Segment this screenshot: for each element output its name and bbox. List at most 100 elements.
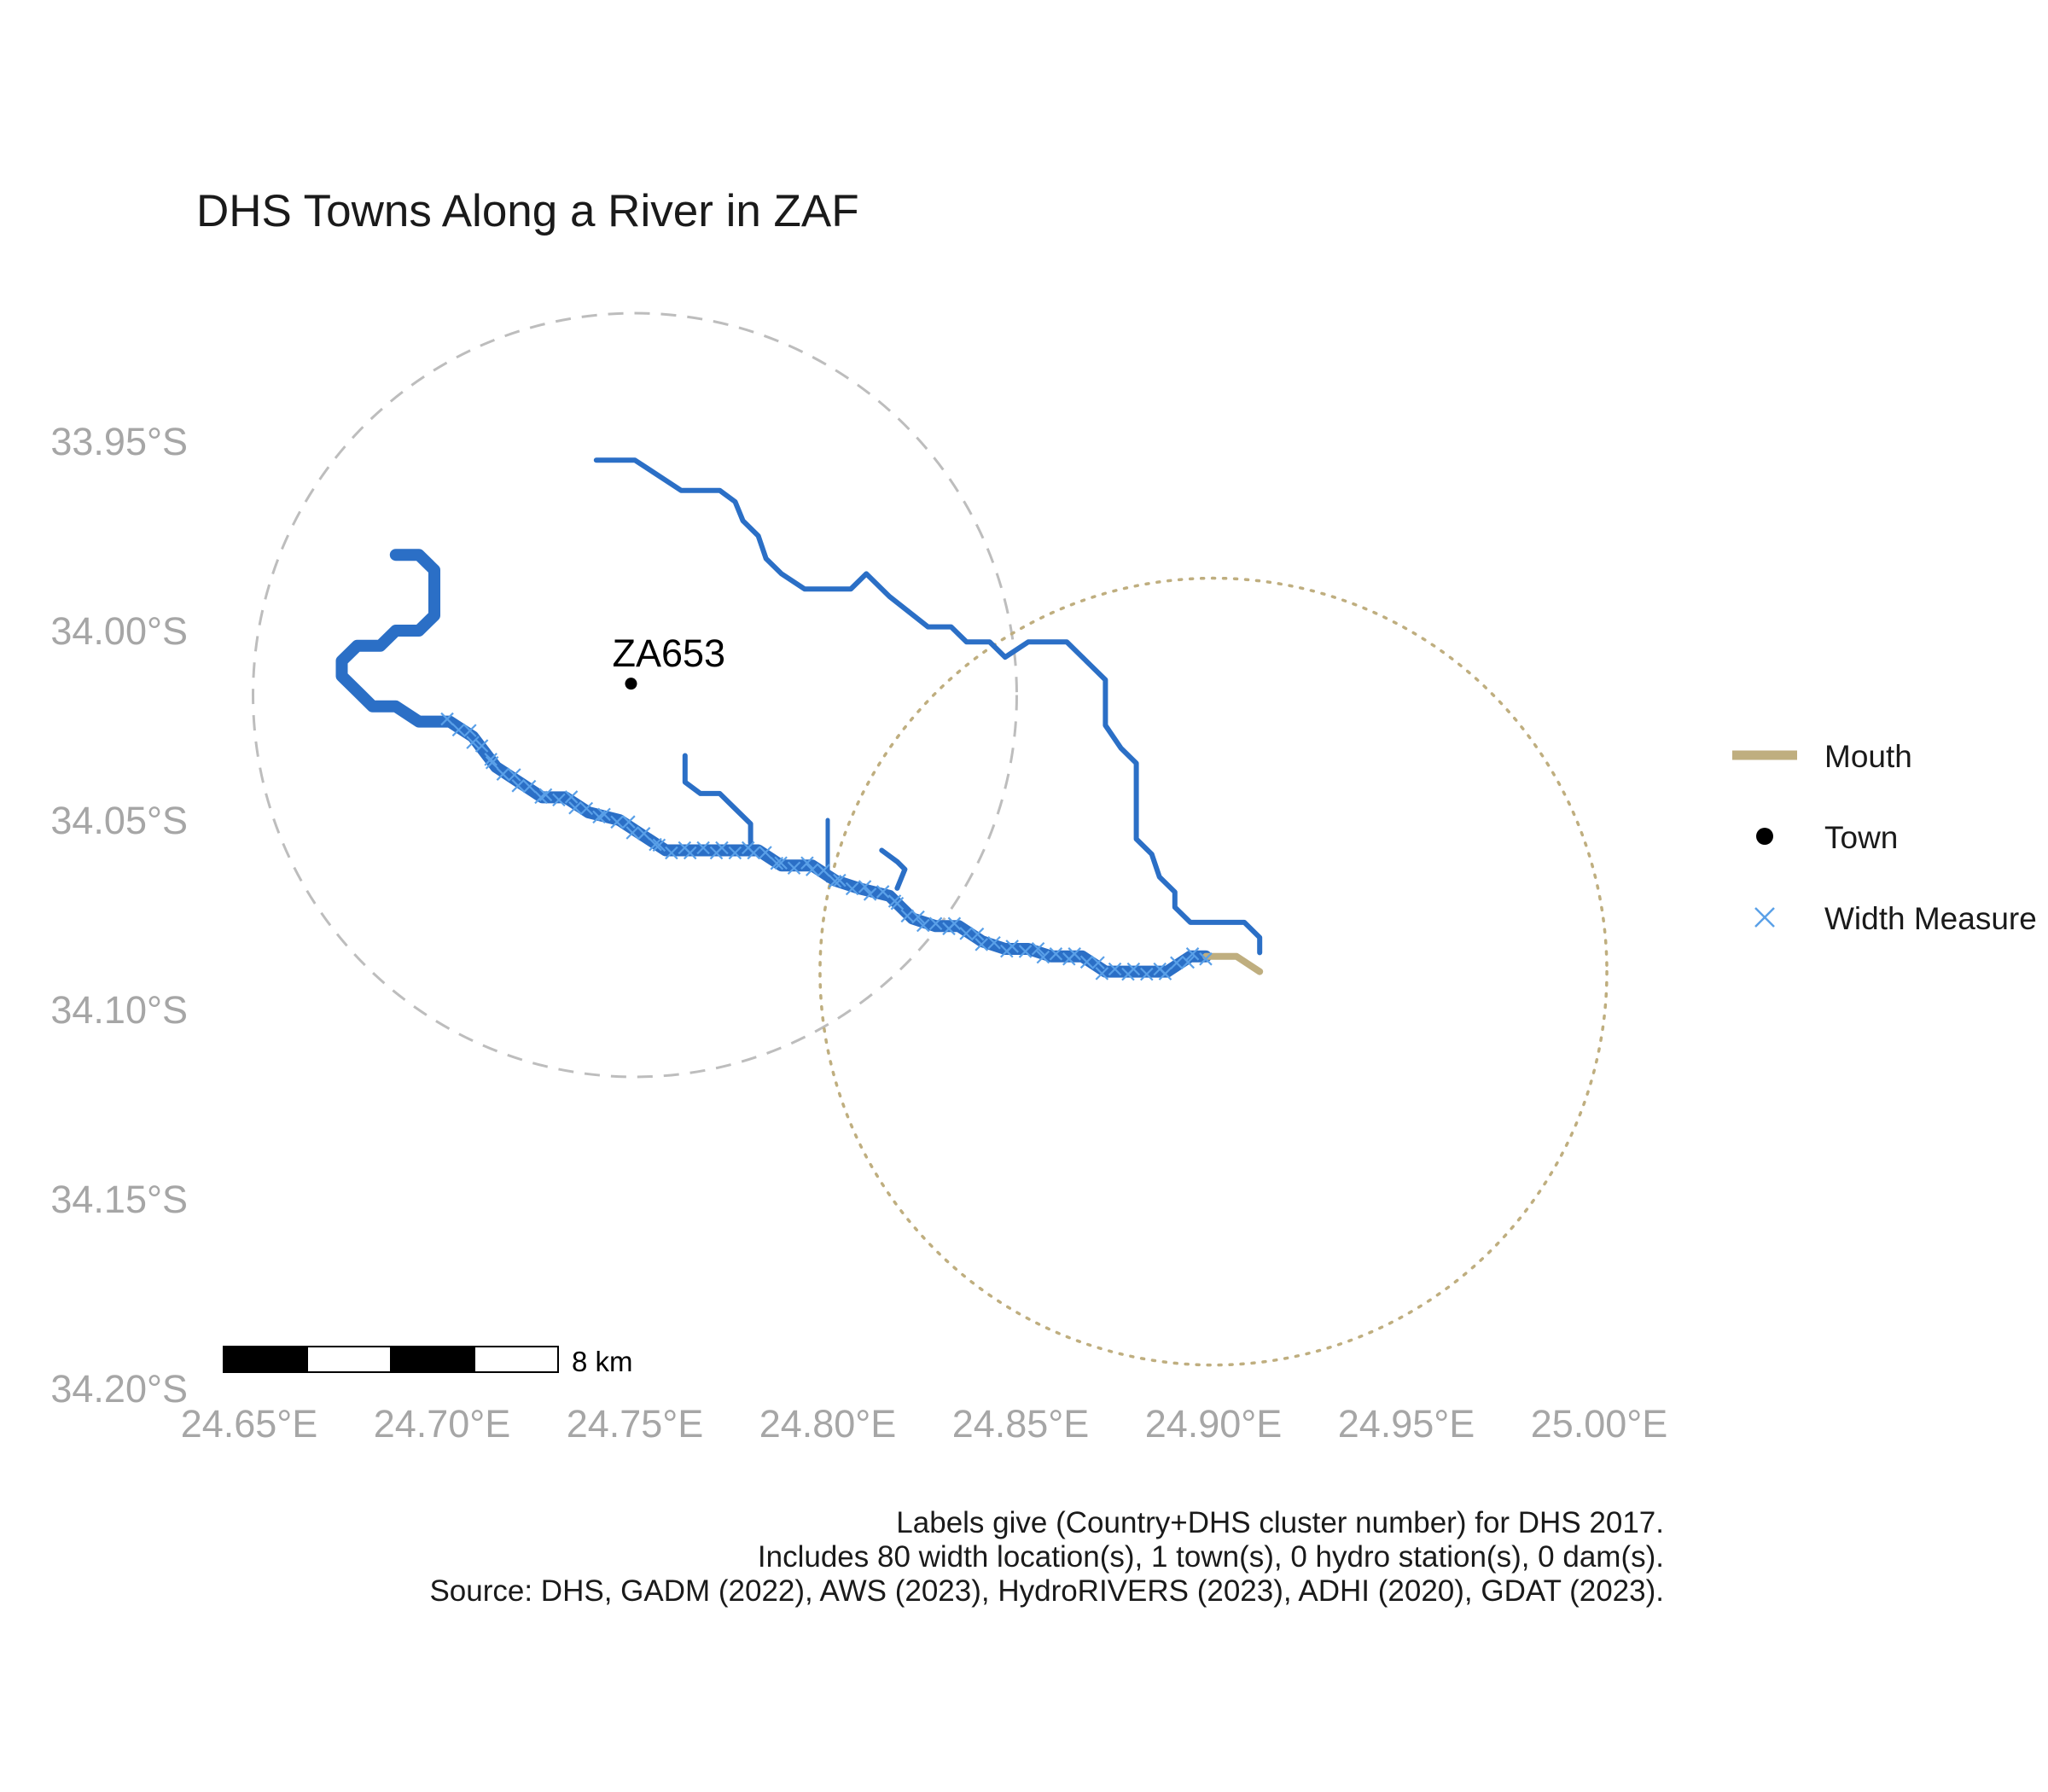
y-tick-label: 34.20°S bbox=[50, 1367, 188, 1411]
width-measure-marker bbox=[728, 846, 742, 860]
width-measure-marker bbox=[564, 790, 579, 804]
river-north-tributary bbox=[593, 457, 1263, 956]
width-measure-marker bbox=[800, 856, 814, 870]
width-measure-marker bbox=[787, 861, 801, 876]
width-measure-marker bbox=[876, 885, 890, 899]
width-measure-marker bbox=[496, 767, 510, 781]
width-measure-marker bbox=[759, 846, 772, 859]
width-measure-marker bbox=[649, 837, 662, 852]
width-measure-marker bbox=[970, 927, 985, 941]
width-measure-marker bbox=[440, 712, 454, 726]
caption-line-3: Source: DHS, GADM (2022), AWS (2023), Hy… bbox=[429, 1574, 1664, 1608]
scale-bar-segment-4 bbox=[474, 1346, 559, 1373]
width-measure-marker bbox=[508, 768, 521, 782]
y-axis: 33.95°S 34.00°S 34.05°S 34.10°S 34.15°S 34.20… bbox=[50, 420, 188, 1411]
width-measure-marker bbox=[683, 846, 697, 860]
mouth-buffer-circle bbox=[818, 576, 1609, 1367]
x-tick-label: 24.65°E bbox=[181, 1402, 318, 1446]
scale-bar-segment-2 bbox=[306, 1346, 392, 1373]
width-measure-marker bbox=[652, 838, 666, 852]
width-measure-marker bbox=[597, 807, 611, 822]
width-measure-marker bbox=[833, 873, 847, 887]
width-measure-marker bbox=[1108, 962, 1122, 976]
legend-width-label: Width Measure bbox=[1824, 901, 2037, 936]
width-measure-marker bbox=[522, 779, 537, 794]
width-measure-marker bbox=[1079, 955, 1094, 969]
width-measure-marker bbox=[1170, 956, 1184, 970]
x-tick-label: 25.00°E bbox=[1531, 1402, 1668, 1446]
width-measure-marker bbox=[900, 909, 915, 923]
x-tick-label: 24.75°E bbox=[567, 1402, 704, 1446]
legend: Mouth Town Width Measure bbox=[1732, 739, 2037, 936]
town-label: ZA653 bbox=[612, 631, 725, 675]
width-measure-marker bbox=[828, 874, 842, 888]
width-measure-marker bbox=[1158, 967, 1172, 980]
x-tick-label: 24.80°E bbox=[759, 1402, 897, 1446]
width-measure-marker bbox=[928, 916, 943, 931]
width-measure-marker bbox=[774, 856, 788, 870]
width-measure-marker bbox=[916, 918, 930, 933]
width-measure-marker bbox=[863, 887, 877, 901]
width-measure-marker bbox=[890, 896, 905, 911]
width-measure-marker bbox=[466, 736, 480, 749]
width-measure-marker bbox=[1181, 955, 1196, 969]
width-measure-marker bbox=[806, 863, 819, 876]
scale-bar: 8 km bbox=[223, 1346, 633, 1377]
legend-mouth-label: Mouth bbox=[1824, 739, 1912, 774]
width-measure-marker bbox=[845, 881, 859, 896]
y-tick-label: 34.05°S bbox=[50, 799, 188, 842]
width-measure-marker bbox=[987, 935, 1001, 950]
y-tick-label: 34.15°S bbox=[50, 1178, 188, 1221]
river-main-stem bbox=[335, 549, 1212, 978]
width-measure-marker bbox=[552, 793, 566, 807]
x-axis: 24.65°E 24.70°E 24.75°E 24.80°E 24.85°E 24.90… bbox=[181, 1402, 1668, 1446]
width-measure-marker bbox=[1031, 941, 1045, 956]
width-measure-marker bbox=[747, 846, 760, 860]
width-measure-marker bbox=[485, 755, 499, 770]
width-measure-marker bbox=[625, 826, 640, 840]
width-measure-marker bbox=[1199, 952, 1213, 966]
y-tick-label: 34.00°S bbox=[50, 609, 188, 653]
caption-line-1: Labels give (Country+DHS cluster number)… bbox=[896, 1506, 1664, 1539]
legend-town-swatch bbox=[1756, 828, 1773, 845]
width-measure-marker bbox=[1140, 967, 1154, 981]
x-tick-label: 24.70°E bbox=[374, 1402, 511, 1446]
width-measure-marker bbox=[858, 880, 872, 893]
width-measure-marker bbox=[696, 841, 710, 855]
width-measure-marker bbox=[622, 815, 636, 829]
width-measure-marker bbox=[817, 864, 830, 877]
width-measure-marker bbox=[1095, 967, 1109, 980]
width-measure-marker bbox=[511, 779, 525, 793]
town-buffer-circle bbox=[252, 311, 1018, 1079]
width-measure-marker bbox=[1005, 940, 1019, 953]
width-measure-marker bbox=[1049, 947, 1063, 961]
width-measure-marker bbox=[463, 724, 477, 737]
river-small-tributary-c bbox=[879, 847, 908, 891]
x-tick-label: 24.90°E bbox=[1145, 1402, 1283, 1446]
legend-town-label: Town bbox=[1824, 820, 1898, 855]
river-small-tributary-a bbox=[682, 753, 753, 846]
width-measure-marker bbox=[1126, 962, 1141, 976]
width-measure-marker bbox=[568, 800, 582, 815]
width-measure-marker bbox=[1018, 945, 1033, 958]
width-measure-marker bbox=[637, 827, 651, 841]
width-measure-marker bbox=[1036, 950, 1050, 964]
width-measure-marker bbox=[610, 815, 624, 829]
x-tick-label: 24.85°E bbox=[952, 1402, 1090, 1446]
y-tick-label: 34.10°S bbox=[50, 988, 188, 1032]
width-measure-marker bbox=[665, 846, 678, 860]
scale-bar-segment-1 bbox=[223, 1346, 308, 1373]
y-tick-label: 33.95°S bbox=[50, 420, 188, 463]
scale-bar-segment-3 bbox=[390, 1346, 475, 1373]
legend-width-swatch bbox=[1754, 907, 1775, 928]
width-measure-layer bbox=[440, 712, 1213, 981]
width-measure-marker bbox=[959, 927, 973, 940]
width-measure-marker bbox=[770, 856, 784, 870]
river-mouth-segment bbox=[1202, 952, 1264, 975]
x-tick-label: 24.95°E bbox=[1338, 1402, 1475, 1446]
width-measure-marker bbox=[1185, 947, 1200, 961]
width-measure-marker bbox=[1091, 956, 1105, 969]
town-point[interactable] bbox=[625, 678, 637, 690]
width-measure-marker bbox=[579, 801, 594, 816]
